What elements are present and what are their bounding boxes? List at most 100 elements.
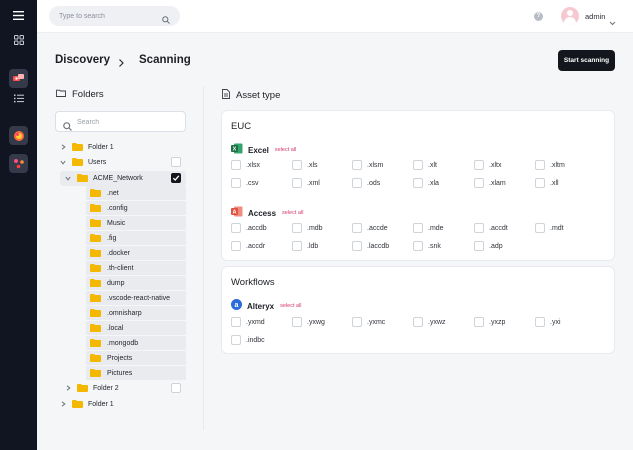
checkbox[interactable] [474,241,484,251]
scanner-app-icon[interactable] [9,69,28,88]
checkbox[interactable] [535,317,545,327]
breadcrumb-discovery[interactable]: Discovery [55,54,110,66]
list-icon[interactable] [9,89,28,108]
grid-icon[interactable] [9,30,28,49]
tree-child-item[interactable]: Pictures [86,366,186,380]
option-xll[interactable]: .xll [535,178,559,188]
checkbox[interactable] [292,178,302,188]
checkbox[interactable] [352,160,362,170]
chevron-down-icon[interactable] [59,160,67,165]
option-csv[interactable]: .csv [231,178,258,188]
tree-node-acme-network[interactable]: ACME_Network [64,171,143,185]
option-yxi[interactable]: .yxi [535,317,561,327]
checkbox[interactable] [352,317,362,327]
access-select-all-link[interactable]: select all [282,210,304,216]
checkbox[interactable] [292,317,302,327]
checkbox[interactable] [231,160,241,170]
option-indbc[interactable]: .indbc [231,335,265,345]
tree-node-folder-1-bottom[interactable]: Folder 1 [59,397,114,411]
option-snk[interactable]: .snk [413,241,441,251]
checkbox[interactable] [474,223,484,233]
tree-child-item[interactable]: .mongodb [86,336,186,350]
option-laccdb[interactable]: .laccdb [352,241,389,251]
tree-node-folder-1[interactable]: Folder 1 [59,140,114,154]
checkbox[interactable] [413,160,423,170]
option-accdr[interactable]: .accdr [231,241,265,251]
checkbox[interactable] [231,335,241,345]
checkbox[interactable] [474,178,484,188]
network-app-icon[interactable] [9,154,28,173]
option-yxwz[interactable]: .yxwz [413,317,446,327]
tree-child-item[interactable]: .local [86,321,186,335]
folder-search-input[interactable] [77,116,177,128]
option-xla[interactable]: .xla [413,178,439,188]
checkbox[interactable] [352,223,362,233]
analytics-app-icon[interactable] [9,126,28,145]
chevron-down-icon[interactable] [609,13,616,31]
avatar[interactable] [561,7,579,25]
tree-child-item[interactable]: Projects [86,351,186,365]
option-xls[interactable]: .xls [292,160,318,170]
chevron-down-icon[interactable] [64,176,72,181]
option-xltm[interactable]: .xltm [535,160,565,170]
option-accde[interactable]: .accde [352,223,388,233]
tree-child-item[interactable]: .fig [86,231,186,245]
checkbox[interactable] [292,160,302,170]
chevron-right-icon[interactable] [64,385,72,391]
checkbox[interactable] [292,241,302,251]
option-mdt[interactable]: .mdt [535,223,564,233]
global-search-input[interactable] [49,6,180,26]
option-mde[interactable]: .mde [413,223,444,233]
checkbox[interactable] [535,160,545,170]
chevron-right-icon[interactable] [59,401,67,407]
checkbox[interactable] [413,223,423,233]
tree-child-item[interactable]: Music [86,216,186,230]
checkbox[interactable] [292,223,302,233]
checkbox[interactable] [231,178,241,188]
folder-search-field[interactable] [55,111,186,132]
checkbox[interactable] [413,178,423,188]
tree-child-item[interactable]: .docker [86,246,186,260]
excel-select-all-link[interactable]: select all [274,147,297,153]
option-xml[interactable]: .xml [292,178,320,188]
tree-child-item[interactable]: .th-client [86,261,186,275]
option-adp[interactable]: .adp [474,241,503,251]
alteryx-select-all-link[interactable]: select all [280,303,302,309]
checkbox[interactable] [231,223,241,233]
checkbox[interactable] [231,317,241,327]
checkbox[interactable] [352,178,362,188]
checkbox[interactable] [413,317,423,327]
tree-child-item[interactable]: .net [86,186,186,200]
option-xlt[interactable]: .xlt [413,160,437,170]
option-mdb[interactable]: .mdb [292,223,323,233]
option-accdt[interactable]: .accdt [474,223,508,233]
option-xlsm[interactable]: .xlsm [352,160,383,170]
option-yxmc[interactable]: .yxmc [352,317,385,327]
checkbox[interactable] [474,160,484,170]
chevron-right-icon[interactable] [59,144,67,150]
option-ldb[interactable]: .ldb [292,241,318,251]
option-xltx[interactable]: .xltx [474,160,501,170]
tree-child-item[interactable]: .config [86,201,186,215]
tree-child-item[interactable]: .omnisharp [86,306,186,320]
tree-node-users[interactable]: Users [59,155,106,169]
tree-child-item[interactable]: dump [86,276,186,290]
help-icon[interactable]: ? [534,12,543,21]
checkbox[interactable] [413,241,423,251]
users-checkbox[interactable] [171,157,181,167]
search-icon[interactable] [162,11,170,29]
option-accdb[interactable]: .accdb [231,223,267,233]
option-yxwg[interactable]: .yxwg [292,317,325,327]
folder-2-checkbox[interactable] [171,383,181,393]
user-name[interactable]: admin [585,12,606,21]
checkbox[interactable] [535,223,545,233]
option-xlam[interactable]: .xlam [474,178,506,188]
menu-icon[interactable] [9,6,28,25]
option-xlsx[interactable]: .xlsx [231,160,260,170]
option-yxzp[interactable]: .yxzp [474,317,505,327]
acme-network-checkbox[interactable] [171,173,181,183]
tree-child-item[interactable]: .vscode-react-native [86,291,186,305]
start-scanning-button[interactable]: Start scanning [558,50,615,71]
checkbox[interactable] [535,178,545,188]
checkbox[interactable] [231,241,241,251]
